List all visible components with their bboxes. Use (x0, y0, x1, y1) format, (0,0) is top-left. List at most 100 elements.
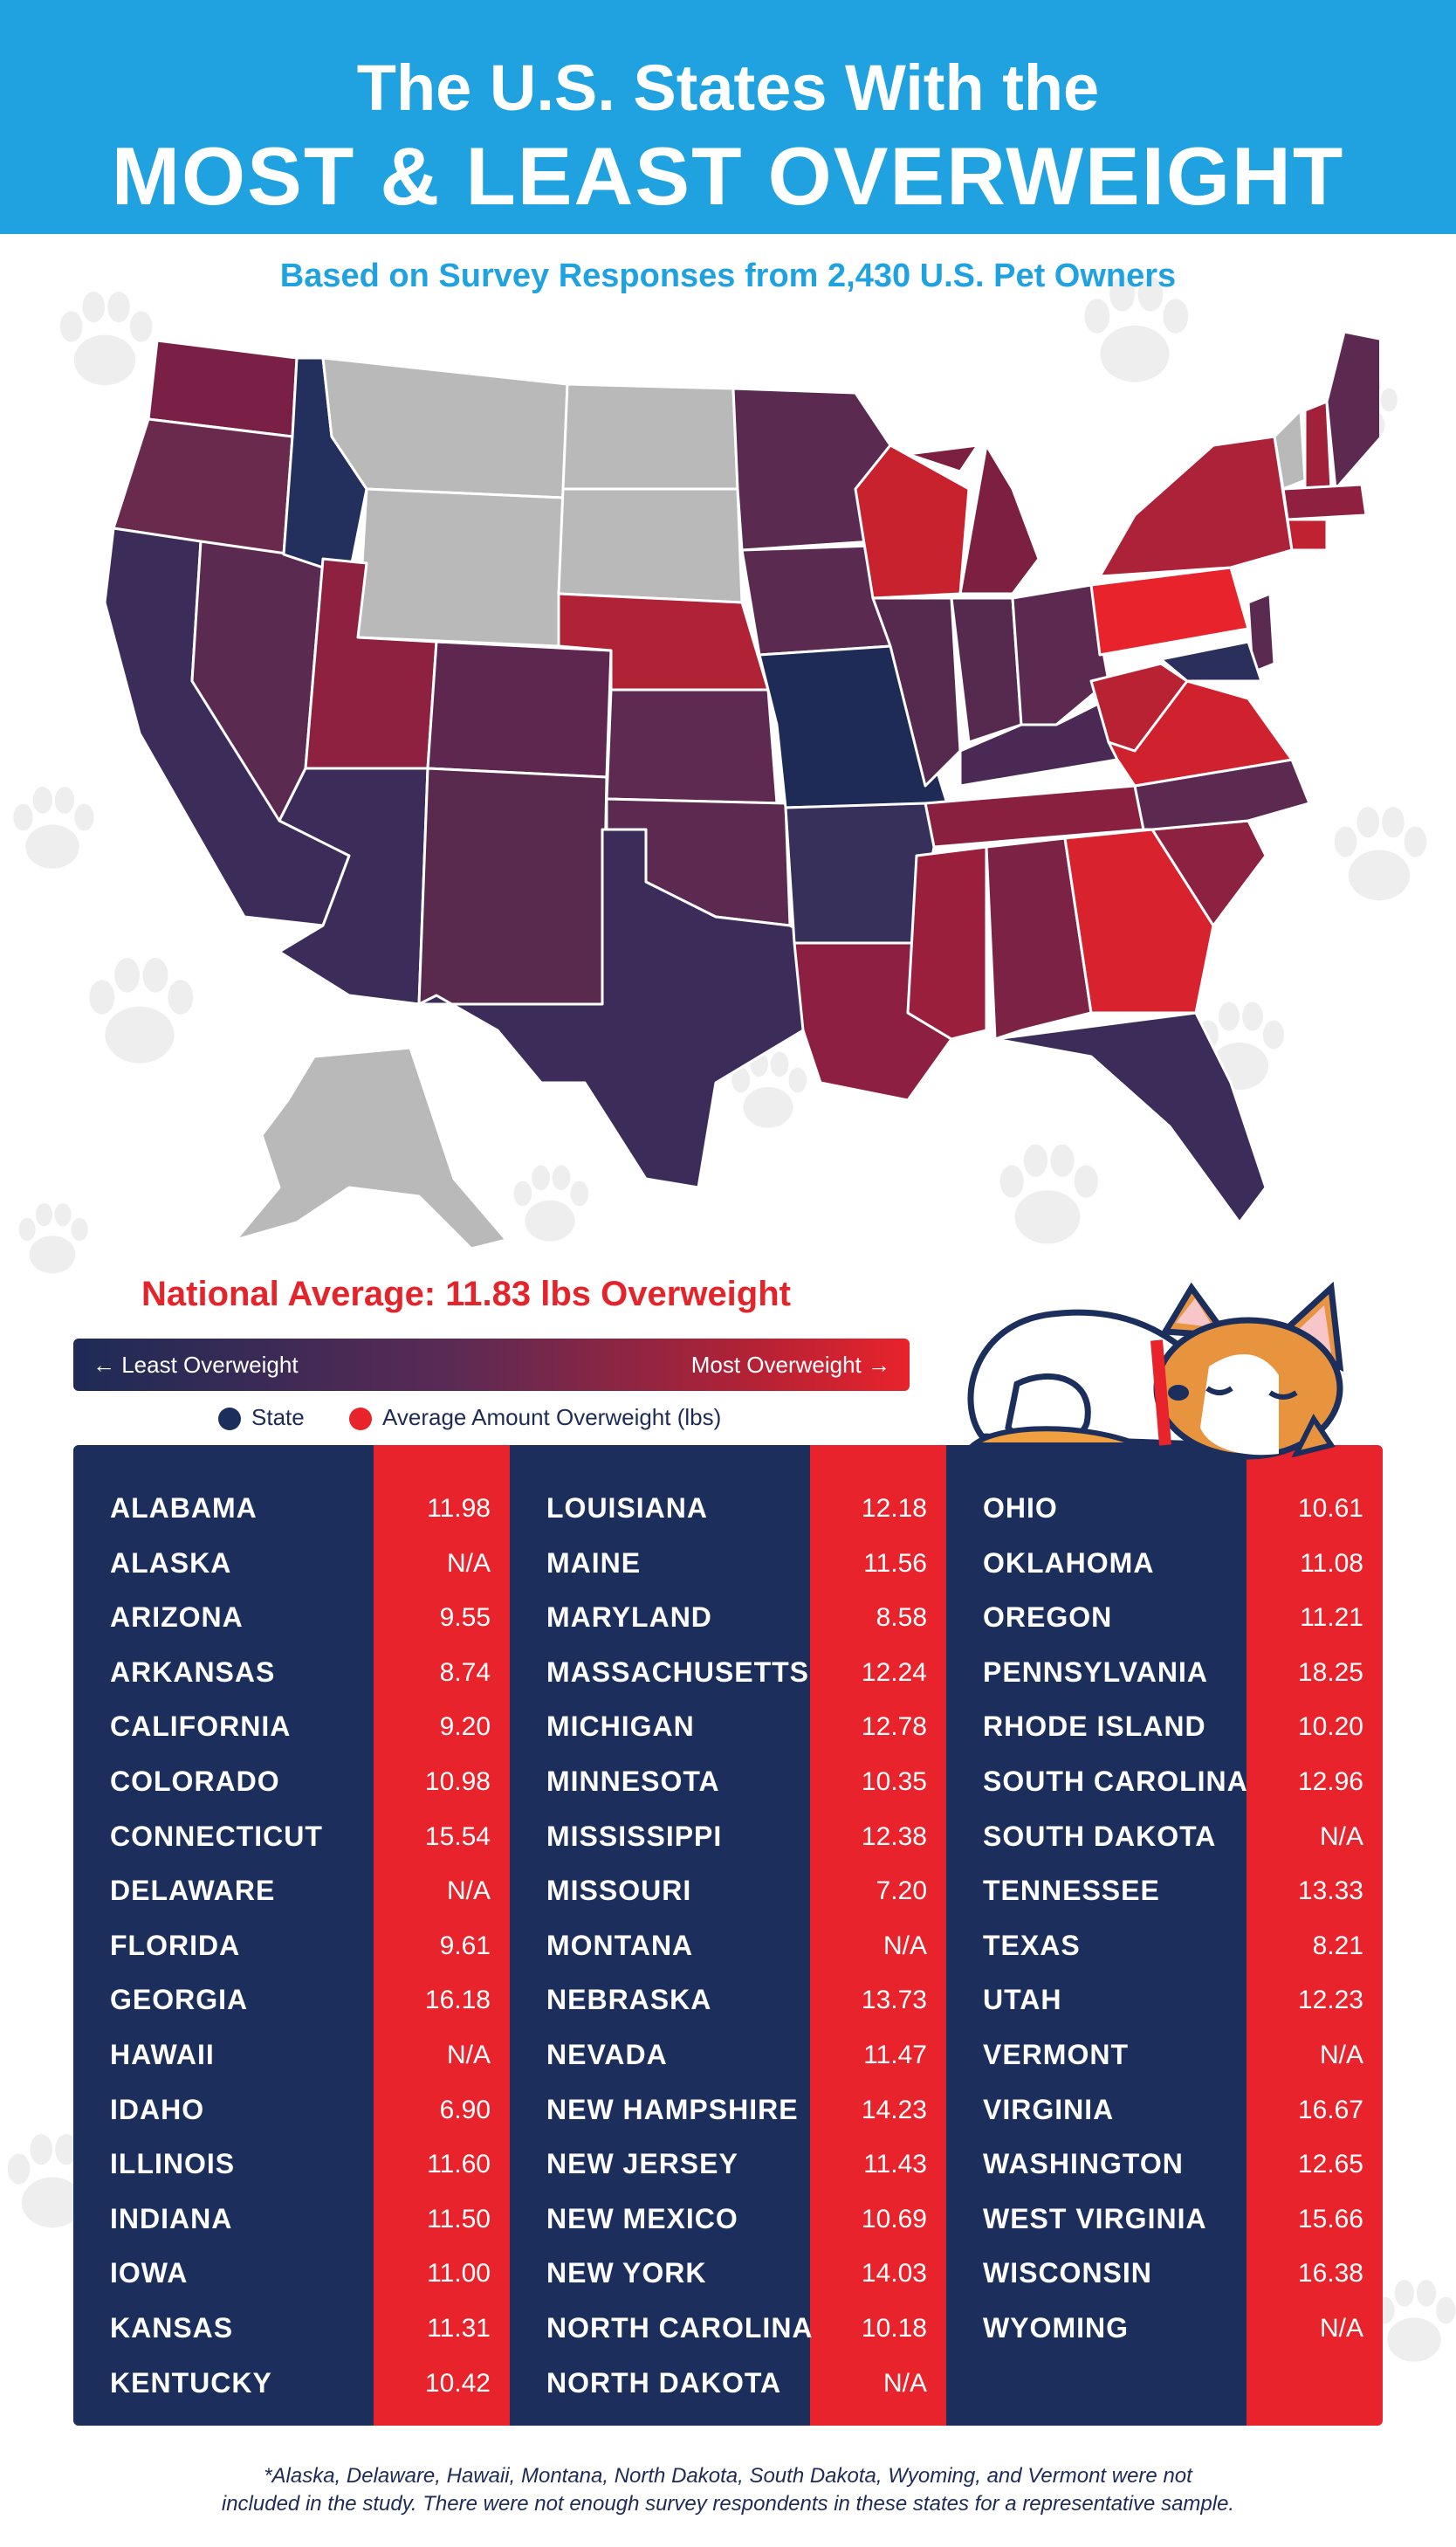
state-michigan (906, 444, 1040, 595)
state-name-band (73, 1445, 374, 2426)
table-row: ARKANSAS 8.74 (73, 1644, 510, 1698)
state-value: N/A (883, 1931, 927, 1960)
table-row: NEW YORK 14.03 (510, 2245, 946, 2299)
state-new-mexico (417, 767, 608, 1006)
state-name: DELAWARE (110, 1875, 276, 1907)
state-value: 10.20 (1297, 1712, 1363, 1742)
state-value: 11.43 (863, 2150, 927, 2179)
state-value: 13.73 (861, 1986, 927, 2015)
state-value: 11.47 (863, 2041, 927, 2069)
state-value: N/A (446, 1876, 491, 1906)
table-row: OKLAHOMA 11.08 (946, 1535, 1383, 1589)
legend-value-dot (349, 1408, 372, 1431)
table-row: CALIFORNIA 9.20 (73, 1698, 510, 1752)
footnote-line-1: *Alaska, Delaware, Hawaii, Montana, Nort… (264, 2464, 1192, 2488)
state-name: WISCONSIN (983, 2257, 1152, 2289)
state-connecticut (1286, 518, 1329, 552)
state-value: N/A (446, 2041, 491, 2069)
table-row: ARIZONA 9.55 (73, 1589, 510, 1643)
state-name: MARYLAND (546, 1601, 712, 1634)
table-row: MICHIGAN 12.78 (510, 1698, 946, 1752)
state-value: 11.21 (1300, 1603, 1363, 1633)
state-value: 11.50 (427, 2204, 491, 2234)
table-row: MARYLAND 8.58 (510, 1589, 946, 1643)
color-scale-bar: ← Least Overweight Most Overweight → (73, 1339, 910, 1391)
table-row: INDIANA 11.50 (73, 2191, 510, 2245)
table-row: TENNESSEE 13.33 (946, 1862, 1383, 1917)
state-name: ALASKA (110, 1546, 232, 1579)
state-value: 9.55 (439, 1603, 491, 1633)
state-name: NEW MEXICO (546, 2202, 738, 2234)
table-column-2: LOUISIANA 12.18 MAINE 11.56 MARYLAND 8.58 MASS… (510, 1445, 946, 2426)
table-row: VERMONT N/A (946, 2027, 1383, 2081)
state-name: NEW HAMPSHIRE (546, 2093, 799, 2125)
state-data-table: ALABAMA 11.98 ALASKA N/A ARIZONA 9.55 ARKANSAS… (73, 1445, 1383, 2426)
state-new-york (1098, 435, 1294, 578)
state-name: RHODE ISLAND (983, 1711, 1206, 1743)
table-row: ALABAMA 11.98 (73, 1480, 510, 1534)
table-row: COLORADO 10.98 (73, 1753, 510, 1807)
state-name: OREGON (983, 1601, 1113, 1634)
table-row: GEORGIA 16.18 (73, 1972, 510, 2026)
state-value: 10.42 (424, 2368, 491, 2398)
scale-most-label: Most Overweight → (690, 1352, 890, 1378)
table-row: MISSOURI 7.20 (510, 1862, 946, 1917)
table-row: SOUTH DAKOTA N/A (946, 1808, 1383, 1862)
state-name: MONTANA (546, 1929, 694, 1961)
value-band (1247, 1445, 1383, 2426)
state-south-dakota (557, 487, 744, 604)
state-name: WEST VIRGINIA (983, 2202, 1207, 2234)
state-name: NEW YORK (546, 2257, 707, 2289)
state-value: 10.69 (861, 2204, 927, 2234)
table-column-1: ALABAMA 11.98 ALASKA N/A ARIZONA 9.55 ARKANSAS… (73, 1445, 510, 2426)
table-row: NEVADA 11.47 (510, 2027, 946, 2081)
table-row: MAINE 11.56 (510, 1535, 946, 1589)
state-value: 7.20 (876, 1876, 927, 1906)
state-wyoming (356, 487, 565, 648)
table-row: TEXAS 8.21 (946, 1917, 1383, 1972)
state-value: 12.78 (861, 1712, 927, 1742)
state-value: 16.38 (1297, 2259, 1363, 2289)
state-value: 8.58 (876, 1603, 927, 1633)
state-value: 16.67 (1297, 2095, 1363, 2124)
state-name: VIRGINIA (983, 2093, 1115, 2125)
state-name: KANSAS (110, 2312, 234, 2344)
state-north-dakota (561, 382, 739, 491)
title-banner: The U.S. States With the MOST & LEAST OV… (0, 0, 1456, 316)
state-name: VERMONT (983, 2039, 1129, 2070)
state-value: 14.23 (861, 2095, 927, 2124)
state-value: 12.65 (1297, 2150, 1363, 2179)
state-kansas (605, 688, 779, 805)
state-value: 8.74 (439, 1657, 491, 1687)
state-name: INDIANA (110, 2202, 233, 2234)
state-name: TENNESSEE (983, 1875, 1160, 1907)
state-name-band (946, 1445, 1247, 2426)
table-row: RHODE ISLAND 10.20 (946, 1698, 1383, 1752)
state-name: NEVADA (546, 2039, 668, 2070)
legend-state-label: State (251, 1404, 305, 1430)
legend-state: State (218, 1404, 305, 1431)
state-west-virginia (1089, 662, 1189, 753)
table-row: IOWA 11.00 (73, 2245, 510, 2299)
state-mississippi (906, 845, 988, 1041)
state-value: 6.90 (439, 2095, 491, 2124)
legend-value-label: Average Amount Overweight (lbs) (382, 1404, 722, 1430)
table-row: LOUISIANA 12.18 (510, 1480, 946, 1534)
state-name: COLORADO (110, 1766, 280, 1797)
state-value: 12.24 (861, 1657, 927, 1687)
state-name: LOUISIANA (546, 1492, 708, 1524)
state-name: NEBRASKA (546, 1984, 712, 2016)
state-name: SOUTH CAROLINA (983, 1766, 1248, 1797)
state-name: WYOMING (983, 2312, 1129, 2344)
state-value: 12.23 (1297, 1986, 1363, 2015)
table-column-3: OHIO 10.61 OKLAHOMA 11.08 OREGON 11.21 PENNSYL… (946, 1445, 1383, 2426)
state-name-band (510, 1445, 810, 2426)
state-name: FLORIDA (110, 1929, 241, 1961)
state-value: 11.56 (863, 1548, 927, 1578)
table-row: NEW HAMPSHIRE 14.23 (510, 2082, 946, 2136)
state-value: 15.54 (424, 1821, 491, 1851)
table-row: MASSACHUSETTS 12.24 (510, 1644, 946, 1698)
state-name: IDAHO (110, 2093, 205, 2125)
state-value: 11.00 (427, 2259, 491, 2289)
state-value: 16.18 (424, 1986, 491, 2015)
